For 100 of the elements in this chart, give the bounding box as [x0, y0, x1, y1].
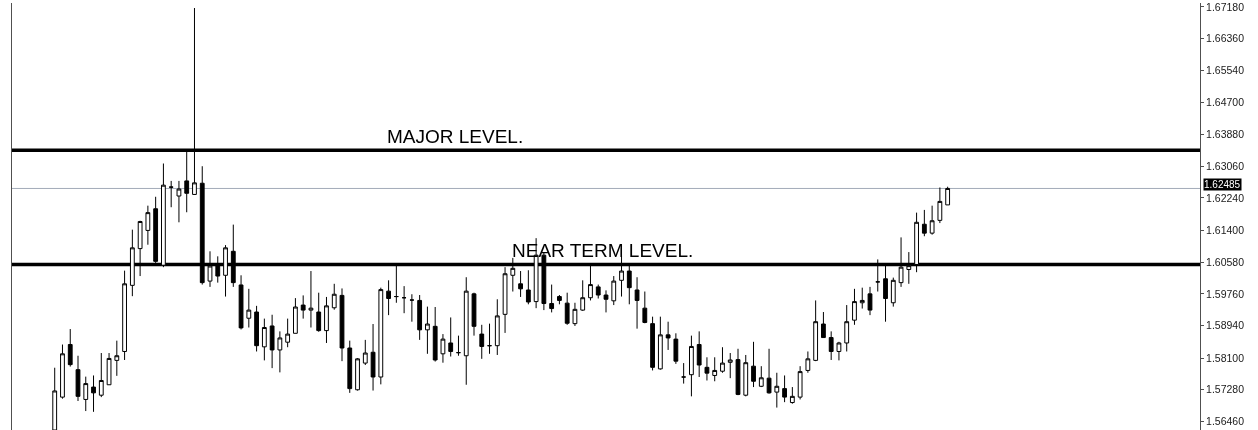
candlestick — [246, 288, 252, 328]
candlestick — [122, 270, 127, 361]
y-tick-label: 1.67180 — [1206, 0, 1245, 13]
candlestick — [324, 296, 329, 344]
ref-line-label: MAJOR LEVEL. — [387, 126, 524, 147]
candlestick — [67, 328, 73, 368]
candlestick — [945, 186, 951, 206]
candlestick — [176, 180, 182, 223]
candlestick — [720, 346, 725, 374]
candlestick — [665, 321, 671, 351]
candlestick — [727, 352, 733, 379]
candlestick — [782, 374, 787, 403]
y-tick-label: 1.59760 — [1206, 287, 1245, 300]
candlestick — [867, 286, 873, 316]
candlestick — [937, 186, 943, 224]
candlestick — [238, 274, 244, 330]
candlestick — [689, 335, 694, 397]
candlestick — [347, 340, 353, 394]
candlestick — [75, 355, 81, 402]
candlestick — [60, 344, 65, 400]
candlestick — [836, 341, 842, 361]
candlestick — [417, 294, 423, 341]
candlestick — [487, 323, 492, 355]
candlestick — [828, 330, 834, 361]
y-tick-label: 1.58100 — [1206, 351, 1245, 364]
candlestick — [308, 270, 314, 328]
candlestick — [285, 318, 291, 348]
candlestick — [83, 376, 89, 412]
candlestick — [386, 279, 391, 316]
y-tick-label: 1.62240 — [1206, 191, 1245, 204]
candlestick — [859, 287, 865, 310]
candlestick — [774, 372, 780, 409]
candlestick — [98, 352, 104, 398]
candlestick — [91, 374, 96, 413]
y-tick-label: 1.66360 — [1206, 32, 1245, 45]
candlestick — [813, 299, 819, 362]
candlestick — [440, 333, 446, 364]
candlestick — [572, 302, 578, 327]
candlestick — [518, 270, 523, 298]
y-tick-label: 1.56460 — [1206, 415, 1245, 428]
candlestick — [735, 348, 741, 396]
candlestick — [758, 365, 764, 388]
ref-line-label: 1.62485 — [1204, 179, 1241, 190]
candlestick — [657, 316, 663, 371]
candlestick — [479, 324, 485, 360]
y-tick-label: 1.65540 — [1206, 63, 1245, 76]
candlestick — [300, 294, 306, 320]
candlestick — [921, 209, 927, 237]
y-tick-label: 1.57280 — [1206, 383, 1245, 396]
candlestick — [557, 294, 562, 305]
candlestick — [331, 283, 337, 311]
candlestick — [277, 330, 283, 373]
candlestick — [362, 339, 368, 366]
candlestick — [432, 306, 438, 363]
candlestick — [681, 362, 687, 385]
candlestick — [471, 292, 477, 337]
y-tick-label: 1.64700 — [1206, 96, 1245, 109]
candlestick — [525, 269, 531, 305]
candlestick — [852, 288, 857, 326]
candlestick — [463, 276, 469, 386]
candlestick — [673, 332, 679, 365]
candlestick — [821, 311, 826, 339]
candlestick — [293, 297, 298, 334]
candlestick — [269, 314, 275, 369]
candlestick — [712, 356, 718, 382]
candlestick — [494, 298, 500, 356]
candlestick — [168, 180, 174, 208]
candlestick — [611, 275, 617, 306]
candlestick — [743, 354, 749, 397]
y-tick-label: 1.60580 — [1206, 255, 1245, 268]
candlestick — [339, 287, 345, 362]
candlestick — [409, 293, 415, 323]
candlestick — [797, 365, 803, 400]
candlestick — [766, 348, 772, 395]
candlestick — [145, 205, 151, 246]
candlestick — [634, 276, 640, 330]
candlestick — [425, 306, 430, 355]
candlestick — [378, 287, 384, 385]
y-tick-label: 1.63880 — [1206, 128, 1245, 141]
candlestick — [316, 292, 322, 333]
candlestick — [751, 341, 756, 388]
candlestick — [370, 323, 376, 392]
candlestick — [401, 285, 407, 314]
candlestick — [805, 350, 811, 374]
y-tick-label: 1.61400 — [1206, 224, 1245, 237]
candlestick — [704, 356, 710, 381]
candlestick — [844, 304, 850, 352]
candlestick — [448, 316, 454, 358]
candlestick — [456, 335, 461, 357]
candlestick — [890, 277, 896, 308]
candlestick — [696, 330, 702, 378]
candlestick — [789, 386, 795, 405]
candlestick — [595, 284, 601, 299]
y-tick-label: 1.58940 — [1206, 319, 1245, 332]
candlestick — [564, 292, 570, 326]
candlestick — [580, 279, 586, 312]
candlestick — [929, 205, 935, 236]
candlestick — [114, 340, 120, 377]
candlestick — [549, 284, 555, 313]
candlestick — [650, 316, 655, 371]
